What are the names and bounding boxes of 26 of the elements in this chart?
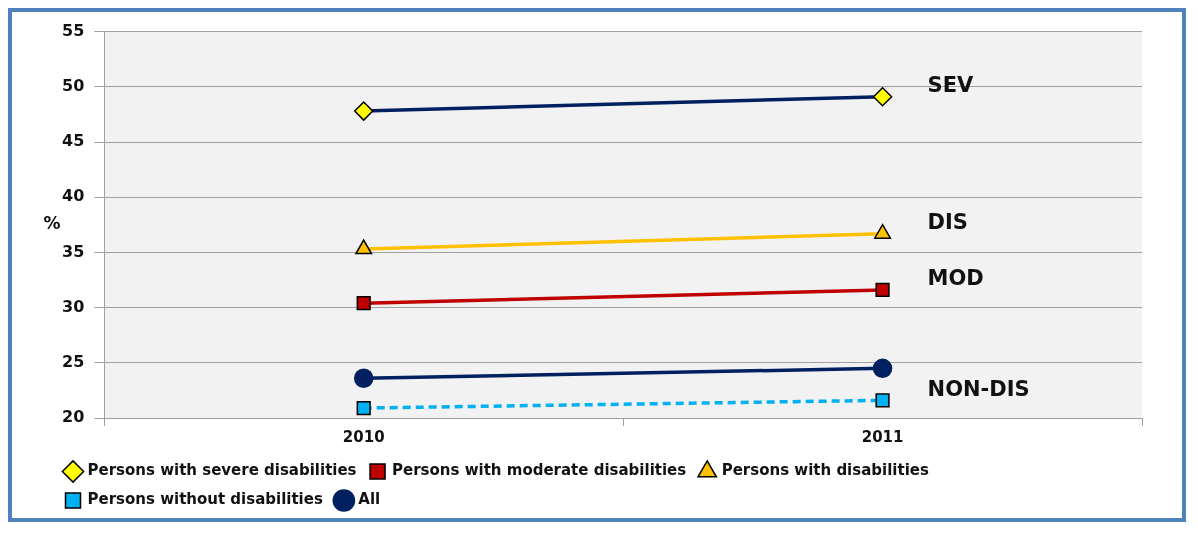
annotation: MOD: [927, 266, 984, 291]
legend-label: Persons without disabilities: [87, 490, 323, 509]
y-tick-label: 25: [62, 351, 85, 371]
y-tick-label: 45: [62, 131, 85, 151]
point: [356, 296, 371, 311]
point: [875, 393, 890, 408]
annotation: DIS: [927, 210, 968, 235]
annotation: SEV: [927, 73, 975, 98]
legend-label: Persons with disabilities: [721, 461, 929, 480]
y-tick-label: 30: [62, 296, 85, 316]
y-axis-title: %: [43, 213, 61, 234]
legend-label: Persons with severe disabilities: [87, 461, 357, 480]
legend-label: Persons with moderate disabilities: [392, 461, 687, 480]
legend-label: All: [358, 490, 381, 509]
y-tick-label: 20: [62, 407, 85, 427]
point: [353, 368, 374, 389]
y-tick-label: 50: [62, 75, 85, 95]
point: [875, 282, 890, 298]
y-tick-label: 55: [62, 20, 85, 40]
x-tick-label: 2011: [861, 427, 904, 446]
point: [356, 400, 371, 416]
point: [872, 358, 893, 379]
y-tick-label: 40: [62, 186, 85, 206]
annotation: NON-DIS: [927, 376, 1030, 401]
y-tick-label: 35: [62, 241, 85, 261]
x-tick-label: 2010: [342, 427, 385, 446]
